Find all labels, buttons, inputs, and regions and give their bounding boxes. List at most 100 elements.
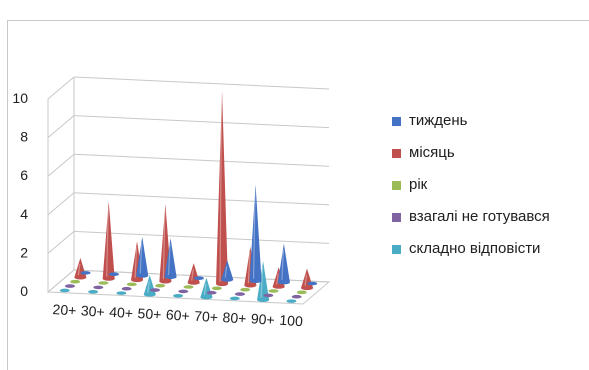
cone-base — [221, 277, 234, 282]
y-axis: 0 2 4 6 8 10 — [12, 90, 28, 299]
cone-flat-5-2 — [211, 286, 222, 291]
cone-flat-0-4 — [59, 288, 70, 293]
cone-flat-8-3 — [291, 294, 302, 299]
legend-label: місяць — [409, 144, 455, 161]
chart-walls — [47, 76, 330, 293]
cone-base — [301, 285, 314, 291]
y-tick-label: 8 — [20, 129, 28, 145]
legend-label: взагалі не готувався — [409, 208, 550, 225]
cone-highlight — [281, 249, 284, 281]
y-tick-label: 4 — [20, 206, 28, 222]
cone-highlight — [247, 252, 251, 284]
cone-highlight — [162, 210, 166, 280]
x-tick-label: 100 — [279, 312, 304, 330]
cone-base — [159, 279, 172, 284]
cone-base — [216, 281, 229, 287]
cone-flat-4-4 — [173, 294, 184, 298]
cone-flat-0-2 — [70, 279, 81, 284]
cone-flat-4-3 — [178, 289, 189, 294]
gridline-side — [47, 192, 75, 216]
cone-1-1 — [102, 201, 115, 279]
gridline — [73, 153, 330, 167]
cone-flat-4-0 — [193, 276, 204, 281]
cone-flat-3-2 — [155, 283, 166, 288]
y-tick-label: 2 — [20, 244, 28, 260]
gridline — [73, 192, 330, 206]
cone-highlight — [139, 242, 143, 274]
y-tick-label: 10 — [12, 90, 28, 106]
cone-highlight — [224, 266, 228, 278]
gridline — [73, 115, 330, 129]
y-tick-label: 6 — [20, 167, 28, 183]
chart-series — [59, 90, 318, 303]
legend-swatch — [392, 117, 401, 126]
cone-flat-1-0 — [108, 272, 119, 277]
legend-label: складно відповісти — [409, 240, 541, 257]
cone-base — [102, 276, 115, 281]
cone-5-1 — [216, 90, 229, 284]
cone-flat-7-2 — [268, 289, 279, 293]
cone-flat-2-2 — [126, 282, 137, 287]
x-tick-label: 50+ — [137, 305, 162, 323]
legend-swatch — [392, 181, 401, 190]
cone-base — [136, 273, 149, 278]
cone-flat-5-3 — [206, 290, 217, 295]
legend-label: рік — [409, 176, 428, 193]
x-tick-label: 70+ — [194, 308, 219, 326]
cone-flat-8-2 — [296, 290, 307, 295]
gridline-side — [47, 76, 75, 100]
cone-base — [272, 284, 285, 289]
x-axis: 20+ 30+ 40+ 50+ 60+ 70+ 80+ 90+ 100 — [52, 301, 303, 329]
x-tick-label: 80+ — [222, 309, 247, 327]
gridline-side — [47, 231, 75, 254]
cone-highlight — [77, 263, 81, 276]
cone-base — [131, 277, 144, 283]
cone-flat-6-3 — [234, 292, 245, 296]
cone-highlight — [304, 274, 308, 287]
cone-flat-2-3 — [121, 286, 132, 291]
cone-flat-6-2 — [240, 287, 251, 292]
cone-highlight — [191, 269, 194, 281]
gridline — [73, 76, 330, 90]
legend-label: тиждень — [409, 112, 468, 129]
cone-highlight — [203, 283, 207, 296]
legend-swatch — [392, 149, 401, 158]
cone-highlight — [167, 244, 171, 275]
cone-flat-7-3 — [263, 293, 274, 298]
cone-base — [164, 274, 177, 280]
gridline — [73, 230, 330, 244]
cone-base — [143, 292, 156, 297]
floor-outline — [46, 269, 331, 305]
cone-flat-0-0 — [80, 271, 91, 275]
cone-highlight — [260, 267, 264, 298]
cone-highlight — [276, 273, 279, 285]
gridline-side — [47, 153, 75, 177]
legend-swatch — [392, 213, 401, 222]
cone-3-0 — [164, 238, 177, 277]
x-tick-label: 30+ — [80, 302, 105, 320]
cone-7-0 — [277, 243, 290, 283]
x-tick-label: 60+ — [165, 306, 190, 324]
legend-swatch — [392, 245, 401, 254]
cone-flat-2-4 — [116, 291, 127, 295]
cone-flat-0-3 — [64, 284, 75, 288]
cone-base — [74, 275, 87, 280]
cone-7-4 — [257, 261, 270, 300]
cone-2-0 — [136, 236, 149, 276]
cone-highlight — [147, 281, 150, 293]
cone-base — [277, 280, 290, 285]
cone-flat-8-4 — [286, 299, 297, 303]
cone-flat-4-2 — [183, 285, 194, 289]
x-tick-label: 40+ — [109, 304, 134, 322]
cone-base — [200, 294, 213, 300]
cone-highlight — [134, 247, 138, 278]
cone-base — [249, 278, 262, 284]
cone-flat-6-4 — [229, 296, 240, 301]
cone-flat-3-3 — [149, 288, 160, 292]
cone-base — [257, 297, 270, 302]
cone-flat-8-0 — [307, 281, 318, 286]
cone-base — [244, 283, 257, 288]
cone-highlight — [219, 96, 223, 282]
chart-floor — [46, 269, 331, 305]
